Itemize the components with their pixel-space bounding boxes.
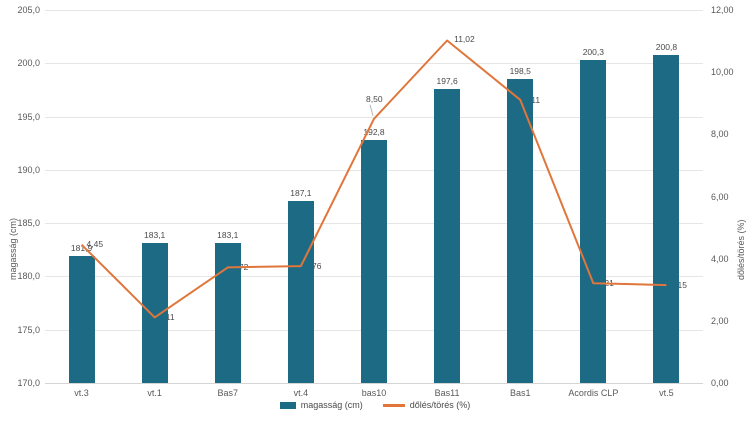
bar-value-label: 198,5 bbox=[509, 66, 531, 77]
legend-item-line: dőlés/törés (%) bbox=[382, 400, 471, 410]
bar-value-label: 197,6 bbox=[436, 75, 458, 86]
category-label: bas10 bbox=[361, 388, 387, 398]
category-label: Acordis CLP bbox=[568, 388, 619, 398]
category-label: vt.1 bbox=[147, 388, 162, 398]
bar-vt.3 bbox=[68, 256, 95, 383]
category-label: vt.5 bbox=[659, 388, 674, 398]
bar-value-label: 183,1 bbox=[217, 230, 239, 241]
left-axis-tick-label: 180,0 bbox=[17, 271, 40, 282]
legend-label-line: dőlés/törés (%) bbox=[409, 400, 471, 410]
left-axis-tick-label: 205,0 bbox=[17, 5, 40, 15]
bar-vt.5 bbox=[653, 54, 680, 383]
bar-Bas1 bbox=[507, 79, 534, 383]
right-axis-tick-label: 6,00 bbox=[711, 191, 729, 202]
category-label: Bas7 bbox=[217, 388, 239, 398]
bar-Acordis CLP bbox=[580, 60, 607, 383]
bar-series-swatch-icon bbox=[279, 401, 296, 409]
bar-value-label: 200,8 bbox=[655, 41, 678, 52]
right-axis-tick-label: 8,00 bbox=[711, 129, 729, 140]
right-axis-tick-label: 4,00 bbox=[711, 253, 729, 264]
category-label: Bas11 bbox=[434, 388, 460, 398]
chart-legend: magasság (cm) dőlés/törés (%) bbox=[0, 400, 750, 410]
line-value-label: 8,50 bbox=[366, 93, 383, 104]
bar-bas10 bbox=[361, 140, 387, 383]
bar-vt.1 bbox=[141, 243, 168, 383]
bar-value-label: 200,3 bbox=[582, 47, 604, 58]
right-axis-tick-label: 12,00 bbox=[711, 5, 734, 15]
bar-vt.4 bbox=[287, 200, 314, 383]
legend-item-bars: magasság (cm) bbox=[279, 400, 363, 410]
gridline bbox=[45, 10, 703, 11]
bar-value-label: 192,8 bbox=[363, 127, 385, 138]
bar-value-label: 187,1 bbox=[290, 187, 312, 198]
label-leader-line bbox=[369, 104, 374, 116]
left-axis-tick-label: 190,0 bbox=[17, 164, 40, 175]
category-label: vt.4 bbox=[293, 388, 309, 398]
bar-Bas7 bbox=[214, 243, 241, 383]
category-label: Bas1 bbox=[509, 388, 531, 398]
left-axis-tick-label: 185,0 bbox=[17, 218, 40, 229]
bar-value-label: 183,1 bbox=[144, 230, 166, 241]
left-axis-title: magasság (cm) bbox=[8, 217, 18, 280]
line-series-swatch-icon bbox=[382, 403, 405, 407]
gridline bbox=[45, 383, 703, 384]
right-axis-tick-label: 0,00 bbox=[711, 378, 729, 388]
left-axis-tick-label: 175,0 bbox=[17, 324, 40, 335]
bar-Bas11 bbox=[434, 88, 461, 383]
category-label: vt.3 bbox=[74, 388, 89, 398]
left-axis-tick-label: 200,0 bbox=[17, 58, 40, 69]
right-axis-tick-label: 10,00 bbox=[711, 67, 734, 78]
left-axis-tick-label: 195,0 bbox=[17, 111, 40, 122]
legend-label-bars: magasság (cm) bbox=[300, 400, 363, 410]
line-value-label: 11,02 bbox=[454, 34, 475, 45]
left-axis-tick-label: 170,0 bbox=[17, 378, 40, 388]
bar-value-label: 181,9 bbox=[70, 243, 93, 254]
right-axis-tick-label: 2,00 bbox=[711, 315, 729, 326]
